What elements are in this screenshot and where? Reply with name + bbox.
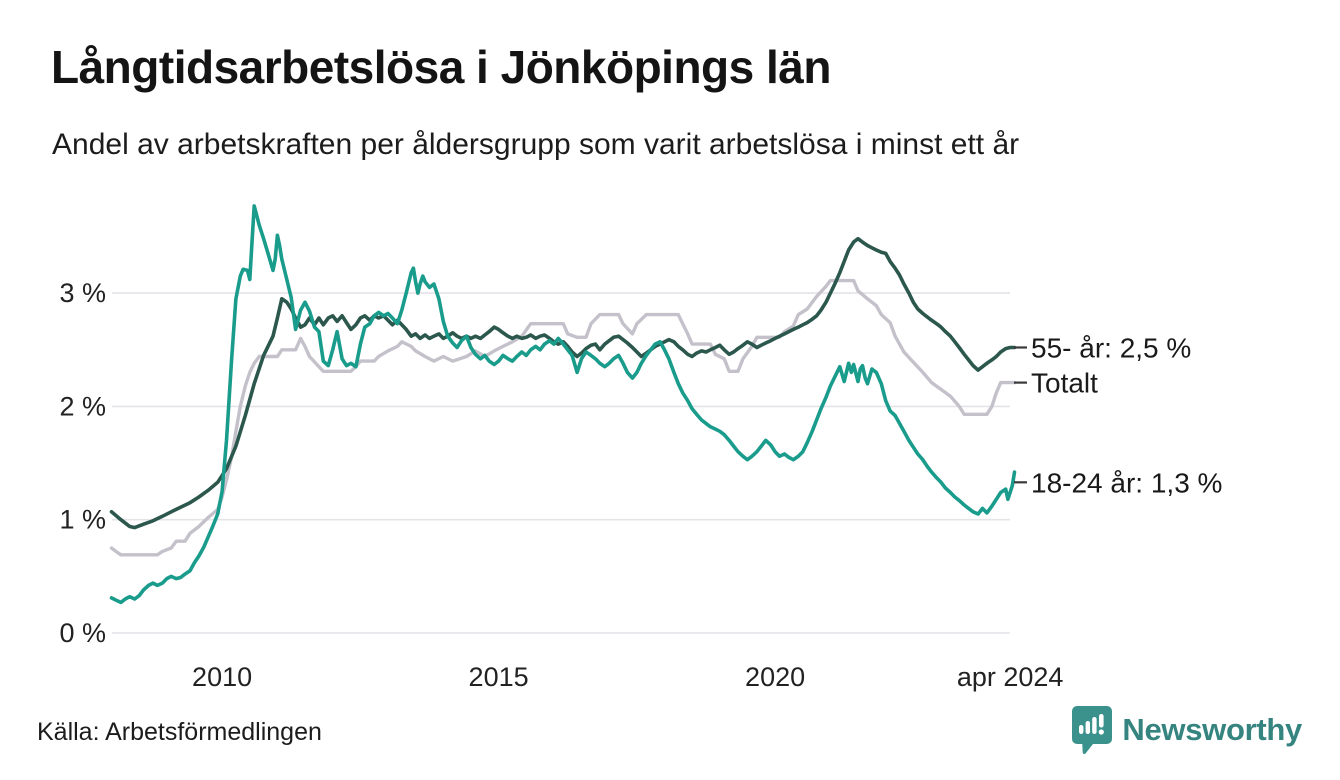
source-note: Källa: Arbetsförmedlingen: [37, 718, 322, 746]
newsworthy-logo-icon: [1072, 706, 1113, 755]
y-tick-label: 3 %: [59, 278, 106, 308]
series-end-label-18-24-ar: 18-24 år: 1,3 %: [1031, 467, 1222, 498]
x-tick-label: 2015: [469, 662, 529, 692]
series-line-18-24-ar: [109, 204, 1017, 605]
page-title: Långtidsarbetslösa i Jönköpings län: [51, 41, 831, 93]
x-tick-label: apr 2024: [957, 662, 1064, 692]
series-end-label-55-ar: 55- år: 2,5 %: [1031, 332, 1191, 363]
y-tick-label: 0 %: [59, 618, 106, 648]
chart-subtitle: Andel av arbetskraften per åldersgrupp s…: [52, 128, 1020, 161]
y-tick-label: 1 %: [59, 505, 106, 535]
x-tick-label: 2020: [745, 662, 805, 692]
y-tick-label: 2 %: [59, 391, 106, 421]
newsworthy-wordmark: Newsworthy: [1122, 712, 1302, 747]
newsworthy-logo: Newsworthy: [1071, 704, 1302, 756]
series-end-label-totalt: Totalt: [1031, 368, 1098, 399]
series-line-55-ar: [109, 236, 1017, 530]
x-tick-label: 2010: [192, 662, 252, 692]
series-line-totalt: [109, 278, 1017, 557]
